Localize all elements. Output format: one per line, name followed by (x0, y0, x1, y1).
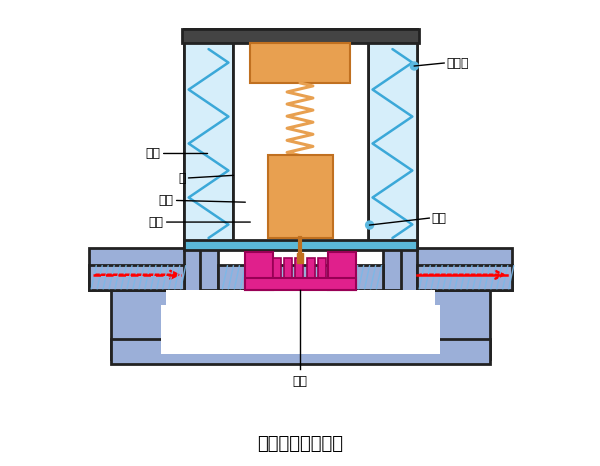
Bar (295, 258, 303, 278)
Text: 小孔: 小孔 (149, 216, 250, 228)
Bar (89, 265, 184, 290)
Bar (166, 290, 435, 339)
Text: 定铁心: 定铁心 (446, 56, 469, 69)
Bar (307, 258, 315, 278)
Bar (233, 29, 368, 248)
Bar (401, 248, 417, 300)
Bar (273, 258, 281, 278)
Text: 导阀: 导阀 (293, 375, 308, 388)
Bar (250, 43, 350, 83)
Bar (245, 278, 356, 290)
Bar (218, 265, 383, 290)
Bar (184, 240, 417, 250)
Bar (383, 248, 512, 290)
Bar (182, 29, 419, 43)
Bar (161, 305, 440, 354)
Text: 主阀: 主阀 (159, 194, 245, 207)
Bar (297, 253, 303, 263)
Bar (184, 29, 417, 248)
Bar (328, 252, 356, 290)
Text: 罩: 罩 (178, 172, 233, 185)
Text: 直接联系式电磁阀: 直接联系式电磁阀 (257, 435, 343, 453)
Bar (245, 252, 273, 290)
Bar (368, 29, 417, 248)
Text: 线圈: 线圈 (146, 147, 208, 160)
Bar (268, 156, 333, 238)
Text: 阀杆: 阀杆 (431, 212, 446, 225)
Circle shape (365, 221, 374, 229)
Bar (318, 258, 326, 278)
Circle shape (410, 62, 418, 70)
Bar (417, 265, 512, 290)
Bar (89, 248, 218, 290)
Bar (184, 29, 233, 248)
Bar (284, 258, 292, 278)
Bar (111, 339, 490, 364)
Bar (111, 290, 490, 359)
Bar (184, 248, 200, 300)
